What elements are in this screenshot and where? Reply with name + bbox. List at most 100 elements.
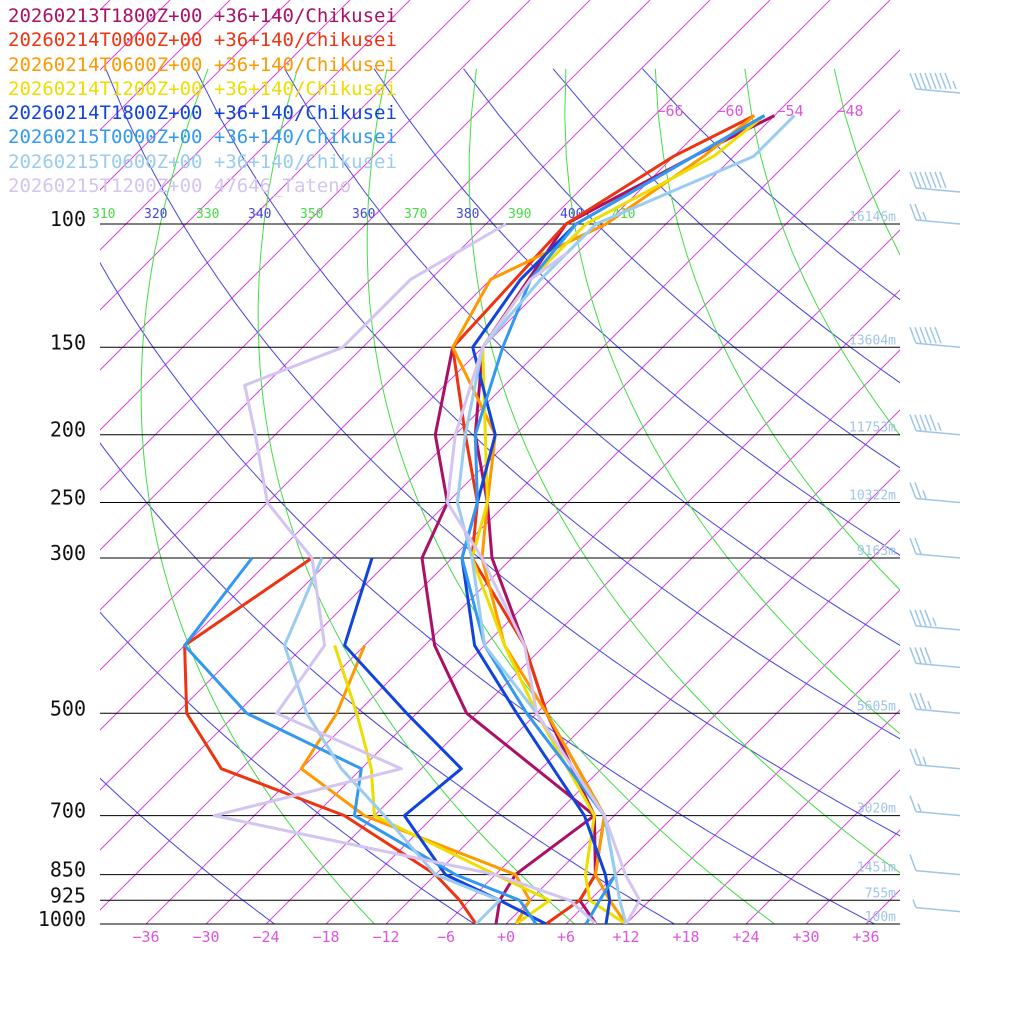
theta-label: 370 [404, 207, 427, 222]
wind-barb-staff [915, 625, 961, 631]
height-label: 10322m [849, 489, 896, 504]
wind-barb [909, 203, 961, 225]
dewpoint-profile [333, 644, 552, 924]
pressure-label: 500 [50, 696, 86, 720]
pressure-label: 700 [50, 799, 86, 823]
wind-barb-feather [914, 647, 922, 664]
wind-barb-half-feather [912, 899, 917, 908]
height-label: 1451m [857, 861, 896, 876]
height-label: 9163m [857, 544, 896, 559]
theta-label: 350 [300, 207, 323, 222]
isotherm-line [625, 649, 900, 924]
theta-label: 360 [352, 207, 375, 222]
pressure-label: 250 [50, 486, 86, 510]
wind-barb [909, 171, 961, 193]
theta-label: 320 [144, 207, 167, 222]
wind-barb-feather [919, 327, 927, 344]
legend-item: 20260214T0600Z+00 +36+140/Chikusei [8, 53, 397, 76]
theta-label: 340 [248, 207, 271, 222]
wind-barb-feather [909, 795, 917, 812]
wind-barb-feather [924, 414, 932, 431]
wind-barbs [909, 72, 961, 913]
isotherm-line [100, 0, 351, 251]
wind-barb-staff [915, 869, 961, 876]
temperature-tick-label: +30 [792, 928, 819, 946]
wind-barb-staff [915, 906, 961, 913]
dewpoint-profile [212, 222, 598, 924]
isotherm-line [100, 0, 591, 491]
wind-barb-feather [909, 693, 917, 710]
isotherm-line [100, 0, 471, 371]
dewpoint-profile [283, 557, 502, 924]
isotherm-line [505, 529, 900, 924]
wind-barb-staff [915, 708, 961, 715]
temperature-tick-label: −18 [312, 928, 339, 946]
legend-item: 20260214T1800Z+00 +36+140/Chikusei [8, 102, 397, 125]
height-label: 755m [865, 886, 896, 901]
pressure-label: 150 [50, 330, 86, 354]
wind-barb-feather [919, 647, 927, 664]
dewpoint-profile [299, 644, 532, 924]
isotherm-line [100, 0, 891, 791]
wind-barb [909, 609, 961, 631]
moist-adiabat-line [366, 68, 775, 924]
wind-barb [909, 537, 961, 559]
wind-barb-staff [915, 497, 961, 504]
wind-barb-feather [919, 693, 927, 710]
isotherm-line [805, 829, 900, 924]
wind-barb-feather [924, 327, 932, 344]
dry-adiabat-line [100, 442, 675, 924]
wind-barb [909, 693, 961, 715]
wind-barb-half-feather [922, 490, 927, 499]
wind-barb [909, 482, 961, 504]
height-label: 3020m [857, 802, 896, 817]
wind-barb-feather [924, 171, 932, 189]
wind-barb-feather [919, 609, 927, 627]
dry-adiabat-line [100, 611, 475, 924]
height-label: 100m [865, 910, 896, 925]
dry-adiabat-line [373, 68, 900, 556]
wind-barb-feather [924, 72, 932, 90]
wind-barb-feather [929, 72, 937, 90]
wind-barb-feather [934, 72, 942, 90]
wind-barb-feather [914, 203, 922, 221]
wind-barb-feather [939, 171, 947, 189]
temperature-tick-label: +6 [557, 928, 575, 946]
isotherm-line [265, 289, 900, 924]
temperature-tick-label: +0 [497, 928, 515, 946]
dry-adiabat-line [463, 68, 900, 469]
wind-barb-feather [914, 171, 922, 189]
isotherm-line [325, 349, 900, 924]
wind-barb-feather [909, 171, 917, 189]
isotherm-line [385, 409, 900, 924]
dry-adiabat-lines [100, 68, 900, 924]
wind-barb-feather [929, 414, 937, 431]
isotherm-line [685, 709, 900, 924]
isotherm-label: −60 [716, 102, 743, 120]
wind-barb-staff [915, 342, 961, 349]
isotherm-line [145, 169, 900, 924]
wind-barb-feather [929, 171, 937, 189]
wind-barb-feather [929, 327, 937, 344]
temperature-tick-label: −24 [252, 928, 279, 946]
wind-barb-feather [909, 537, 917, 555]
isotherm-label: −66 [656, 102, 683, 120]
wind-barb [909, 647, 961, 669]
moist-adiabat-line [140, 68, 375, 924]
wind-barb-half-feather [922, 211, 927, 221]
wind-barb [909, 795, 961, 817]
wind-barb-feather [934, 327, 942, 344]
height-label: 13604m [849, 333, 896, 348]
temperature-tick-label: −6 [437, 928, 455, 946]
isotherm-line [926, 0, 1024, 924]
dry-adiabat-line [100, 777, 275, 924]
wind-barb-staff [915, 763, 961, 770]
wind-barb-staff [915, 429, 961, 436]
wind-barb-feather [914, 72, 922, 90]
isotherm-lines [100, 0, 1024, 924]
wind-barb [909, 414, 961, 436]
wind-barb-staff [915, 219, 961, 225]
wind-barb-staff [915, 187, 961, 193]
height-label: 16146m [849, 210, 896, 225]
